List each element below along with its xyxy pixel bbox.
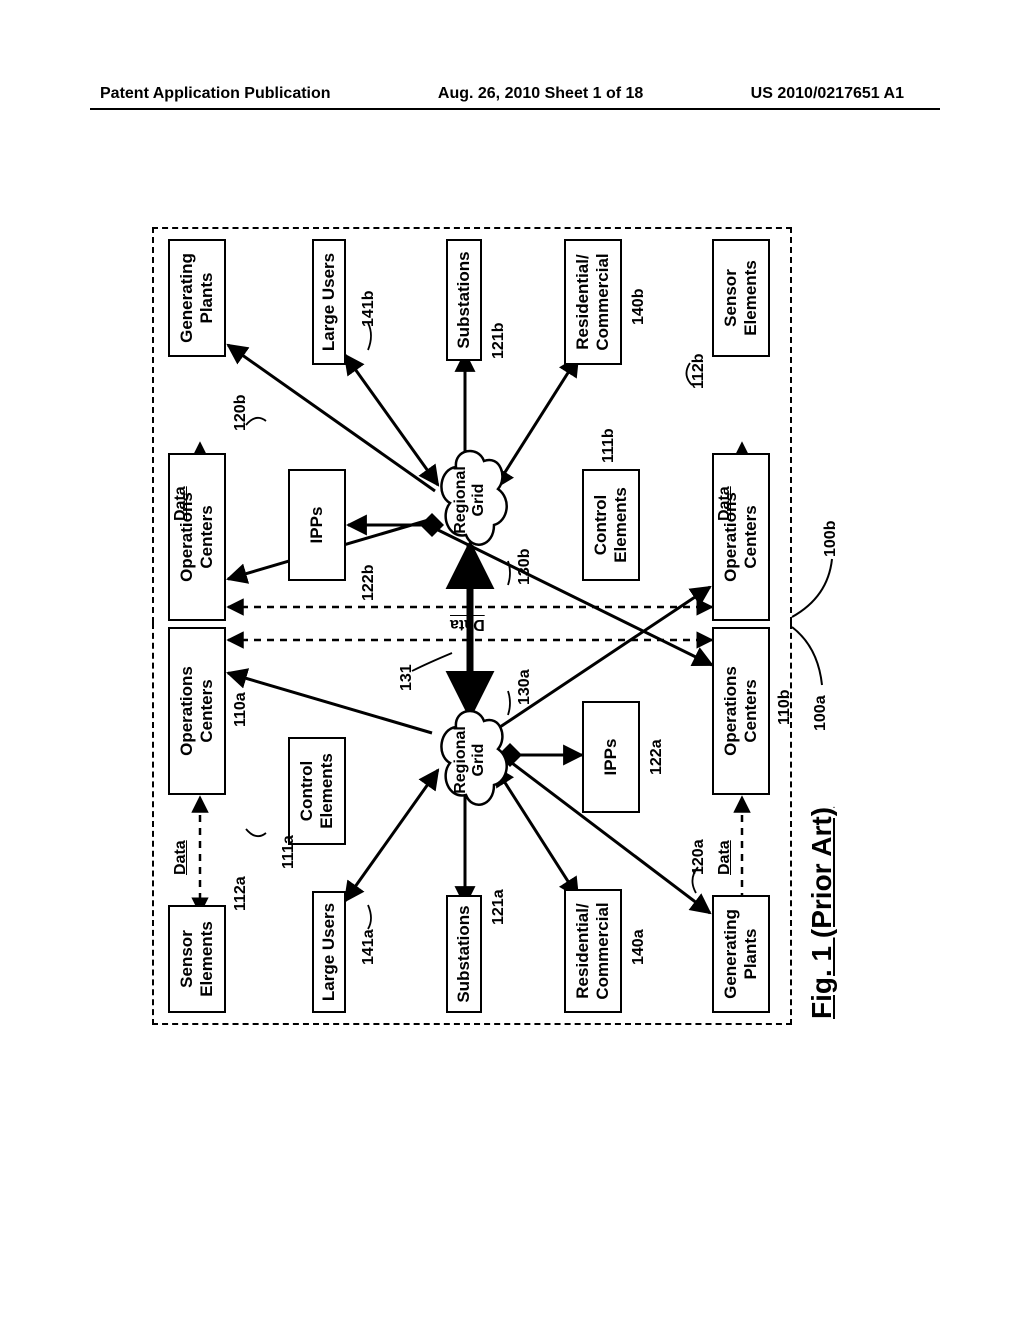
box-res-a: Residential/Commercial (564, 889, 622, 1013)
box-sub-b: Substations (446, 239, 482, 361)
label-130a: 130a (516, 669, 534, 705)
box-control-b: ControlElements (582, 469, 640, 581)
label-111b: 111b (600, 428, 618, 463)
label-140a: 140a (630, 929, 648, 965)
box-large-a: Large Users (312, 891, 346, 1013)
label-111a: 111a (280, 835, 298, 869)
box-gen-b: GeneratingPlants (168, 239, 226, 357)
box-ipps-a: IPPs (582, 701, 640, 813)
data-label-bot-a: Data (716, 840, 734, 875)
box-ops-a-bot: OperationsCenters (712, 627, 770, 795)
label-122b: 122b (360, 565, 378, 601)
label-131: 131 (398, 664, 416, 691)
label-100a: 100a (812, 695, 830, 731)
label-122a: 122a (648, 739, 666, 775)
cloud-grid-a: RegionalGrid (428, 705, 512, 815)
label-121a: 121a (490, 889, 508, 925)
label-110b: 110b (776, 689, 794, 725)
label-112b: 112b (690, 353, 708, 389)
label-130b: 130b (516, 549, 534, 585)
label-112a: 112a (232, 876, 250, 911)
box-ops-b-bot: OperationsCenters (712, 453, 770, 621)
box-sensor-a: SensorElements (168, 905, 226, 1013)
data-label-vert: Data (450, 615, 485, 633)
diagram-rotated: SensorElements OperationsCenters Operati… (150, 225, 870, 1025)
box-sub-a: Substations (446, 895, 482, 1013)
data-label-top-a: Data (172, 840, 190, 875)
page-header: Patent Application Publication Aug. 26, … (0, 85, 1024, 103)
data-label-top-b: Data (172, 486, 190, 521)
header-center: Aug. 26, 2010 Sheet 1 of 18 (438, 85, 643, 103)
label-110a: 110a (232, 692, 250, 727)
header-divider (90, 108, 940, 110)
figure-caption: Fig. 1 (Prior Art) (806, 807, 838, 1019)
box-gen-a: GeneratingPlants (712, 895, 770, 1013)
label-140b: 140b (630, 289, 648, 325)
label-120a: 120a (690, 839, 708, 875)
label-121b: 121b (490, 323, 508, 359)
header-left: Patent Application Publication (100, 85, 331, 103)
label-141a: 141a (360, 929, 378, 965)
box-large-b: Large Users (312, 239, 346, 365)
cloud-grid-b: RegionalGrid (428, 445, 512, 555)
header-right: US 2010/0217651 A1 (751, 85, 904, 103)
box-res-b: Residential/Commercial (564, 239, 622, 365)
label-100b: 100b (822, 521, 840, 557)
page: Patent Application Publication Aug. 26, … (0, 0, 1024, 1320)
box-control-a: ControlElements (288, 737, 346, 845)
box-sensor-b: SensorElements (712, 239, 770, 357)
data-label-bot-b: Data (716, 486, 734, 521)
diagram-area: SensorElements OperationsCenters Operati… (150, 225, 870, 1025)
box-ops-b-top: OperationsCenters (168, 453, 226, 621)
label-120b: 120b (232, 395, 250, 431)
label-141b: 141b (360, 291, 378, 327)
box-ops-a-top: OperationsCenters (168, 627, 226, 795)
box-ipps-b: IPPs (288, 469, 346, 581)
